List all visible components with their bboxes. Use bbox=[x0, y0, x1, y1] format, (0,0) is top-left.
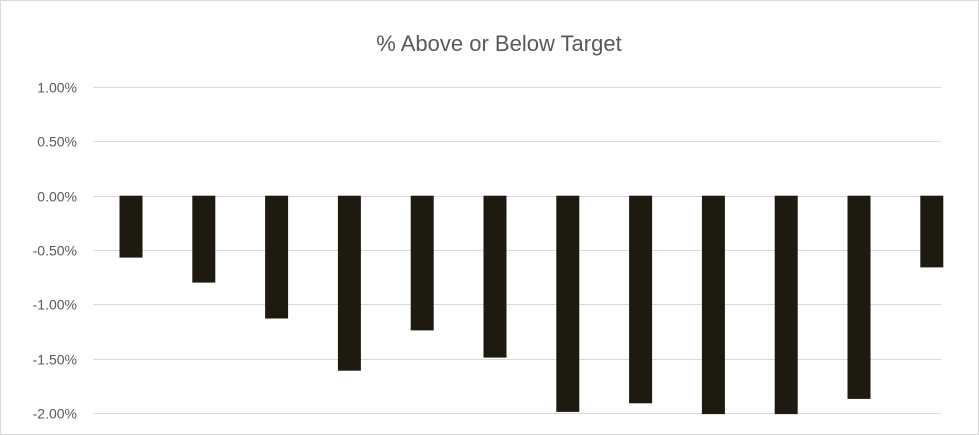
bar-4 bbox=[337, 195, 361, 371]
y-axis-tick-labels: 1.00% 0.50% 0.00% -0.50% -1.00% -1.50% -2.00% bbox=[33, 80, 77, 422]
gridlines bbox=[93, 87, 941, 414]
y-tick-label: -1.50% bbox=[33, 352, 77, 368]
y-tick-label: -2.00% bbox=[33, 406, 77, 422]
y-tick-label: 0.00% bbox=[37, 189, 77, 205]
bar-5 bbox=[410, 195, 434, 331]
y-tick-label: -1.00% bbox=[33, 297, 77, 313]
bar-9 bbox=[701, 195, 725, 415]
bar-10 bbox=[774, 195, 798, 415]
bar-2 bbox=[192, 195, 216, 283]
bar-6 bbox=[483, 195, 507, 358]
y-tick-label: 1.00% bbox=[37, 80, 77, 96]
bar-8 bbox=[629, 195, 653, 404]
bar-3 bbox=[265, 195, 289, 319]
bar-12 bbox=[920, 195, 944, 268]
bar-1 bbox=[119, 195, 143, 258]
chart-title: % Above or Below Target bbox=[376, 31, 621, 56]
bar-7 bbox=[556, 195, 580, 412]
y-tick-label: -0.50% bbox=[33, 243, 77, 259]
y-tick-label: 0.50% bbox=[37, 134, 77, 150]
bar-11 bbox=[847, 195, 871, 399]
bars bbox=[119, 195, 944, 415]
